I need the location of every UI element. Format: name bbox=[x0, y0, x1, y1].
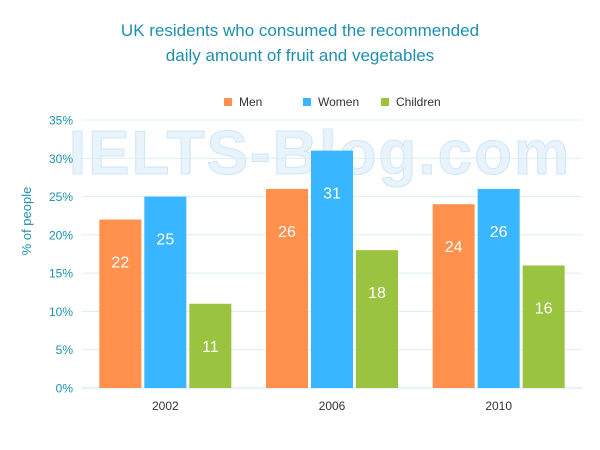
y-tick-label: 20% bbox=[49, 228, 73, 242]
y-tick-label: 5% bbox=[56, 343, 74, 357]
legend-label: Men bbox=[239, 95, 262, 109]
x-tick-label: 2010 bbox=[485, 399, 512, 413]
y-tick-label: 10% bbox=[49, 305, 73, 319]
y-tick-label: 15% bbox=[49, 267, 73, 281]
data-label: 31 bbox=[323, 186, 341, 203]
bar-women-2010 bbox=[477, 188, 520, 388]
bar-men-2006 bbox=[266, 188, 308, 388]
bar-children-2010 bbox=[522, 265, 565, 388]
y-axis-label: % of people bbox=[19, 187, 34, 256]
bar-women-2002 bbox=[144, 196, 187, 388]
bar-children-2002 bbox=[189, 303, 232, 388]
legend-label: Women bbox=[318, 95, 359, 109]
legend-label: Children bbox=[396, 95, 441, 109]
y-tick-label: 0% bbox=[56, 382, 74, 396]
chart-title-line-2: daily amount of fruit and vegetables bbox=[165, 46, 435, 65]
data-label: 18 bbox=[368, 285, 386, 302]
data-label: 26 bbox=[490, 224, 508, 241]
data-label: 22 bbox=[111, 255, 129, 272]
bar-men-2010 bbox=[432, 204, 475, 388]
bar-children-2006 bbox=[356, 250, 398, 388]
chart-title: UK residents who consumed the recommende… bbox=[0, 18, 600, 68]
data-label: 16 bbox=[535, 300, 553, 317]
bars: 22 25 11 26 31 18 24 26 16 bbox=[99, 150, 565, 388]
bar-women-2006 bbox=[311, 150, 353, 388]
y-tick-label: 30% bbox=[49, 152, 73, 166]
data-label: 26 bbox=[278, 224, 296, 241]
x-tick-label: 2002 bbox=[152, 399, 179, 413]
data-label: 24 bbox=[445, 239, 463, 256]
y-tick-label: 35% bbox=[49, 114, 73, 128]
data-label: 11 bbox=[202, 339, 219, 356]
legend-swatch bbox=[224, 98, 232, 106]
bar-men-2002 bbox=[99, 219, 142, 388]
y-axis-tick-labels: 0% 5% 10% 15% 20% 25% 30% 35% bbox=[49, 114, 73, 396]
x-tick-label: 2006 bbox=[319, 399, 346, 413]
legend-swatch bbox=[303, 98, 311, 106]
legend: Men Women Children bbox=[224, 95, 441, 109]
x-axis-tick-labels: 2002 2006 2010 bbox=[152, 399, 512, 413]
data-label: 25 bbox=[156, 232, 174, 249]
y-tick-label: 25% bbox=[49, 190, 73, 204]
chart-title-line-1: UK residents who consumed the recommende… bbox=[120, 21, 480, 40]
legend-swatch bbox=[381, 98, 389, 106]
